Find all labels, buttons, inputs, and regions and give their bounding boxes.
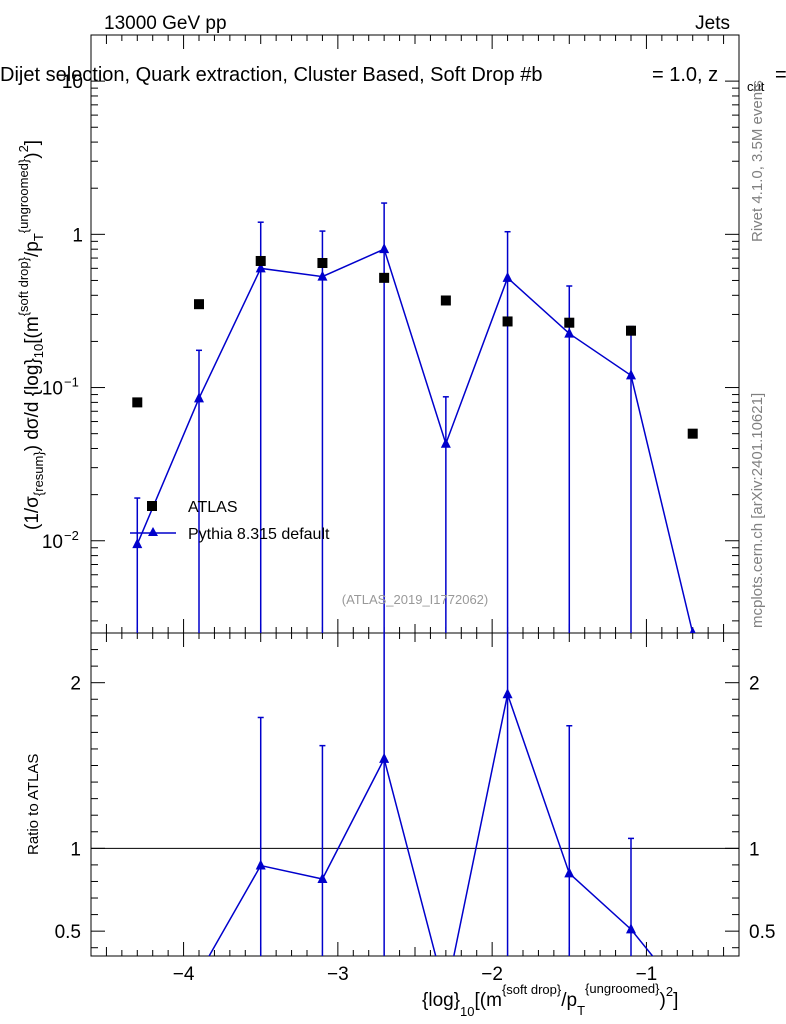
pythia-point (564, 327, 575, 338)
y-tick-label-ratio-right: 2 (749, 674, 760, 695)
pythia-point (194, 392, 204, 403)
svg-text:{log}10[(m{soft drop}/pT{ungro: {log}10[(m{soft drop}/pT{ungroomed})2] (422, 981, 678, 1019)
plot-title-tail: = (775, 64, 786, 86)
ratio-plot-frame (90, 632, 740, 957)
y-tick-label-main: 10 (42, 379, 63, 400)
atlas-point (626, 325, 636, 336)
ratio-series-line (208, 691, 654, 956)
pythia-point (626, 369, 636, 380)
pythia-point (255, 262, 266, 273)
atlas-point (564, 317, 575, 328)
y-tick-label-ratio-left: 1 (70, 839, 81, 860)
y-tick-label-ratio-left: 2 (70, 674, 81, 695)
main-plot-frame (90, 34, 740, 634)
atlas-point (687, 428, 698, 439)
y-tick-label-main: 10 (42, 532, 63, 553)
x-tick-label: −3 (327, 964, 349, 985)
ratio-point (255, 859, 266, 870)
ratio-point (502, 688, 513, 699)
pythia-point (440, 437, 451, 448)
y-tick-label-main-exponent: −1 (64, 375, 79, 390)
svg-text:(1/σ{resum}) dσ/d {log}10[(m{s: (1/σ{resum}) dσ/d {log}10[(m{soft drop}/… (16, 140, 46, 530)
y-axis-label-ratio: Ratio to ATLAS (25, 754, 42, 855)
pythia-series-line (136, 248, 694, 633)
ratio-point (317, 872, 328, 883)
x-axis-label: {log}10[(m{soft drop}/pT{ungroomed})2] (422, 981, 678, 1019)
pythia-point (132, 538, 143, 549)
y-axis-label-main: (1/σ{resum}) dσ/d {log}10[(m{soft drop}/… (16, 140, 46, 530)
legend-pythia-marker (148, 527, 158, 536)
y-tick-label-main: 10 (62, 72, 83, 93)
pythia-point (317, 270, 328, 281)
pythia-point (689, 627, 696, 633)
plot-title-continuation: = 1.0, z (652, 64, 718, 86)
atlas-point (194, 299, 204, 310)
plot-title-subscript: cut (747, 79, 765, 94)
legend-pythia-label: Pythia 8.315 default (188, 526, 330, 543)
mcplots-label: mcplots.cern.ch [arXiv:2401.10621] (749, 393, 766, 628)
plot-title: Dijet selection, Quark extraction, Clust… (0, 64, 542, 86)
x-tick-label: −2 (481, 964, 503, 985)
atlas-point (379, 272, 390, 283)
y-tick-label-main-exponent: −2 (64, 528, 79, 543)
ratio-point (626, 923, 636, 934)
ratio-point (379, 752, 390, 763)
atlas-point (502, 316, 513, 327)
y-tick-label-ratio-left: 0.5 (55, 922, 81, 943)
pythia-point (379, 243, 390, 254)
ratio-point (194, 968, 204, 978)
legend: ATLAS Pythia 8.315 default (130, 499, 330, 543)
legend-atlas-label: ATLAS (188, 499, 238, 516)
main-plot-area (132, 202, 698, 633)
atlas-point (255, 255, 266, 266)
ratio-axis-ticks: 0.5 0.5 1 1 2 2 −4 −3 −2 −1 (55, 633, 775, 985)
header-process-label: Jets (695, 13, 730, 34)
atlas-point (132, 397, 143, 408)
ratio-point (688, 1000, 698, 1010)
atlas-point (317, 257, 328, 268)
x-tick-label: −1 (636, 964, 658, 985)
atlas-point (440, 295, 451, 306)
rivet-version-label: Rivet 4.1.0, 3.5M events (749, 80, 766, 242)
ratio-plot-area (91, 633, 739, 1010)
ratio-point (564, 867, 575, 878)
x-tick-label: −4 (173, 964, 195, 985)
analysis-tag: (ATLAS_2019_I1772062) (342, 592, 488, 607)
pythia-point (502, 271, 513, 282)
ratio-point (132, 988, 142, 998)
y-tick-label-main: 1 (72, 225, 83, 246)
y-tick-label-ratio-right: 0.5 (749, 922, 775, 943)
header-energy-label: 13000 GeV pp (104, 13, 227, 34)
legend-atlas-marker (147, 501, 157, 511)
y-tick-label-ratio-right: 1 (749, 839, 760, 860)
